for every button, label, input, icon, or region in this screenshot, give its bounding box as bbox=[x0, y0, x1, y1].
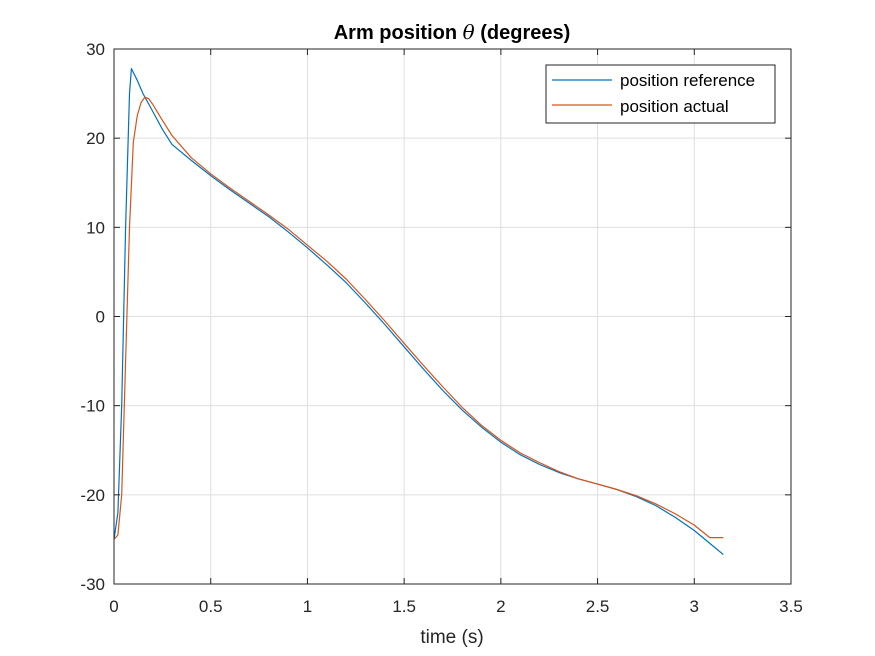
x-tick-label: 2 bbox=[496, 597, 505, 616]
y-tick-label: 20 bbox=[86, 129, 105, 148]
chart-title-suffix: (degrees) bbox=[475, 22, 571, 44]
series-line-position-actual bbox=[113, 96, 724, 540]
series-lines bbox=[113, 67, 724, 556]
x-tick-label: 1 bbox=[303, 597, 312, 616]
legend-label-position-reference: position reference bbox=[620, 71, 755, 90]
legend-label-position-actual: position actual bbox=[620, 97, 729, 116]
tick-labels: 0 0.5 1 1.5 2 2.5 3 3.5 -30 -20 -10 0 10 20 30 bbox=[80, 40, 802, 616]
chart-title-prefix: Arm position bbox=[334, 22, 463, 44]
y-tick-label: -20 bbox=[80, 486, 105, 505]
x-axis-label: time (s) bbox=[420, 627, 483, 648]
y-tick-label: -10 bbox=[80, 397, 105, 416]
x-tick-label: 0.5 bbox=[199, 597, 223, 616]
chart-title: Arm position θ (degrees) bbox=[334, 20, 571, 44]
x-tick-label: 0 bbox=[109, 597, 118, 616]
legend: position reference position actual bbox=[545, 64, 776, 124]
x-tick-label: 1.5 bbox=[392, 597, 416, 616]
y-tick-label: 10 bbox=[86, 218, 105, 237]
y-tick-label: -30 bbox=[80, 575, 105, 594]
y-tick-label: 30 bbox=[86, 40, 105, 59]
legend-box bbox=[545, 64, 776, 124]
axis-ticks bbox=[113, 48, 792, 585]
chart-title-symbol: θ bbox=[463, 20, 475, 44]
y-tick-label: 0 bbox=[96, 308, 105, 327]
x-tick-label: 3.5 bbox=[779, 597, 803, 616]
x-tick-label: 3 bbox=[690, 597, 699, 616]
x-tick-label: 2.5 bbox=[586, 597, 610, 616]
